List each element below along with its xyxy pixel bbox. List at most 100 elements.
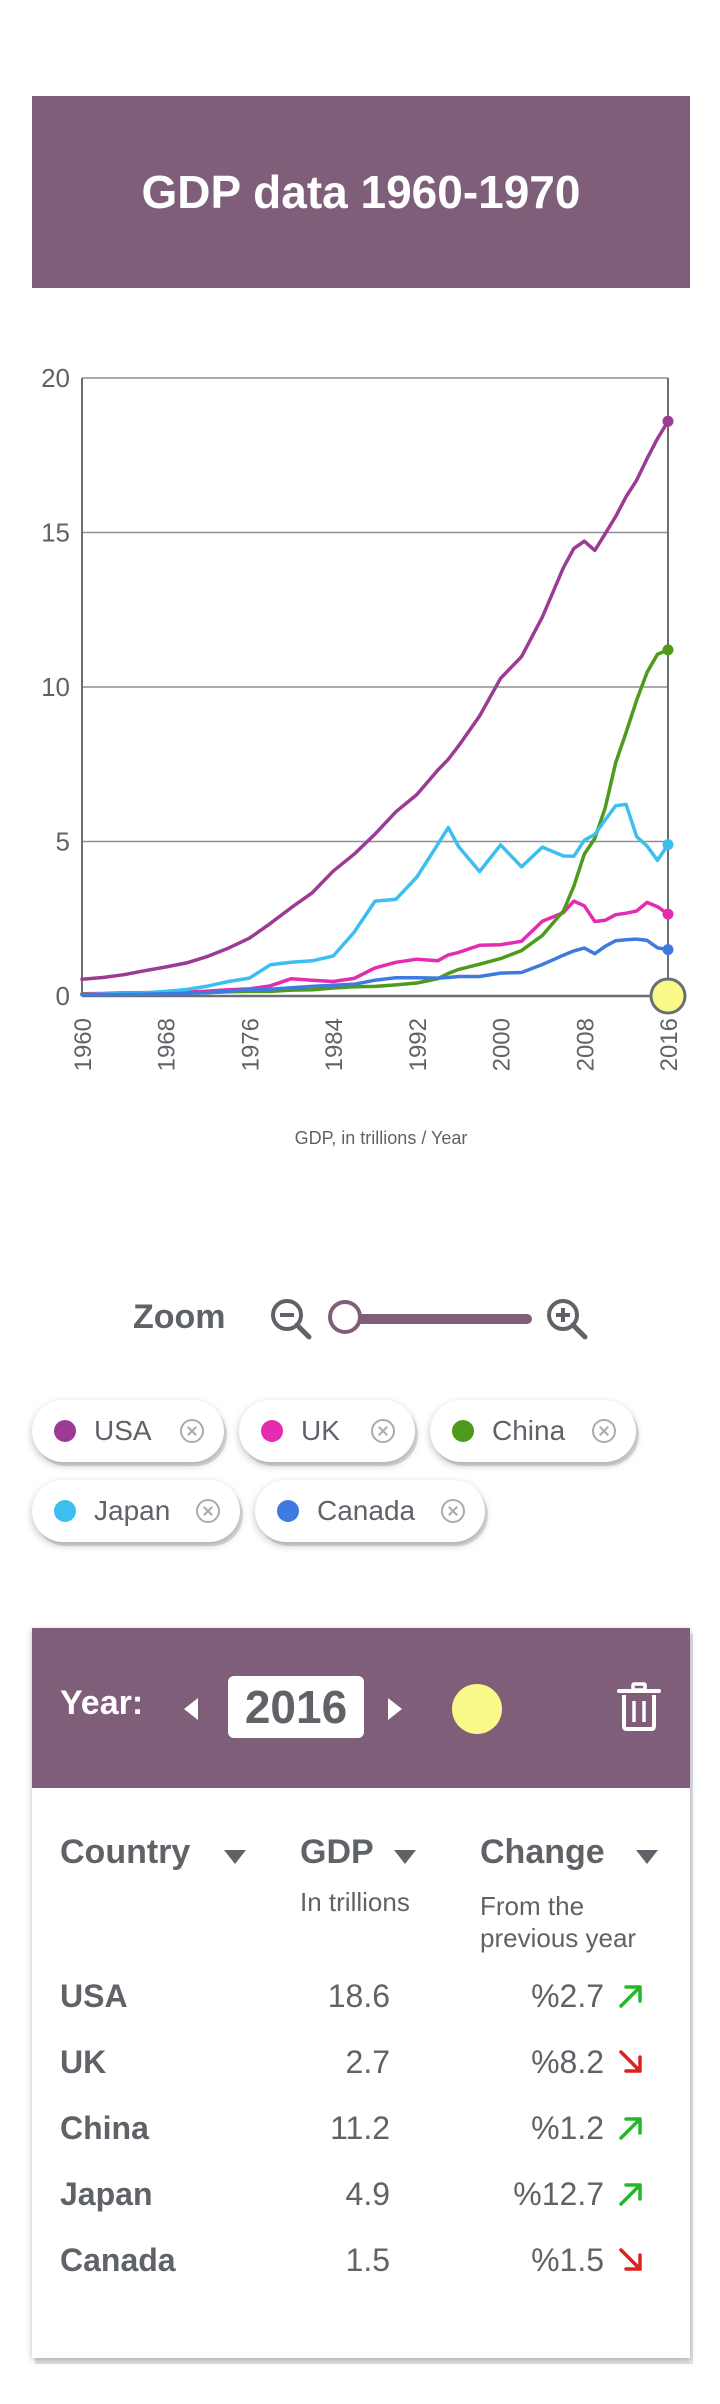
cell-change: %2.7 — [531, 1978, 604, 2014]
cell-country: USA — [60, 1978, 128, 2014]
zoom-in-icon[interactable] — [544, 1296, 590, 1342]
cell-change: %8.2 — [531, 2044, 604, 2080]
page-header: GDP data 1960-1970 — [32, 96, 690, 288]
y-tick-label-10: 10 — [41, 672, 70, 702]
chip-canada[interactable]: Canada — [255, 1480, 485, 1542]
x-tick-label-1976: 1976 — [237, 1018, 264, 1071]
cell-country: Canada — [60, 2242, 176, 2278]
series-line-canada — [80, 937, 670, 997]
cell-gdp: 18.6 — [327, 1978, 390, 2014]
y-tick-label-15: 15 — [41, 518, 70, 548]
column-header-gdp[interactable]: GDP — [300, 1833, 374, 1871]
table-row[interactable]: China 11.2 %1.2 — [32, 2095, 690, 2161]
chip-label: Canada — [317, 1495, 416, 1526]
series-line-japan — [80, 802, 670, 997]
cell-country: China — [60, 2110, 149, 2146]
chart-axes — [81, 378, 669, 998]
table-row[interactable]: USA 18.6 %2.7 — [32, 1963, 690, 2029]
series-end-point-canada — [662, 944, 674, 956]
remove-chip-icon[interactable] — [441, 1499, 465, 1523]
cell-change: %1.2 — [531, 2110, 604, 2146]
chip-label: USA — [94, 1415, 152, 1446]
cell-gdp: 4.9 — [345, 2176, 390, 2212]
trend-up-arrow-icon — [619, 1985, 642, 2008]
chart-grid — [82, 377, 668, 843]
column-header-country[interactable]: Country — [60, 1833, 191, 1871]
change-subheader-line1: From the — [480, 1891, 585, 1921]
chip-label: UK — [301, 1415, 340, 1446]
trash-icon[interactable] — [616, 1682, 662, 1732]
zoom-control: Zoom — [0, 1288, 720, 1358]
series-line-china — [80, 648, 670, 997]
previous-year-icon[interactable] — [184, 1698, 198, 1720]
chip-label: China — [492, 1415, 566, 1446]
gdp-line-chart: 0 5 10 15 20 1960 1968 1976 1984 1992 2000 2008 2016… — [0, 340, 720, 1160]
y-tick-label-20: 20 — [41, 363, 70, 393]
series-end-point-china — [662, 644, 674, 656]
chip-label: Japan — [94, 1495, 171, 1526]
cell-country: Japan — [60, 2176, 153, 2212]
zoom-slider-track[interactable] — [342, 1314, 532, 1324]
year-data-card: Year: 2016 Country GDP In trillions Chan… — [32, 1628, 690, 2358]
x-tick-label-2000: 2000 — [489, 1018, 516, 1071]
trend-up-arrow-icon — [619, 2183, 642, 2206]
year-cursor-handle — [649, 977, 687, 1015]
cell-country: UK — [60, 2044, 107, 2080]
chart-labels: 0 5 10 15 20 1960 1968 1976 1984 1992 2000 2008 2016… — [41, 363, 683, 1148]
chart-series — [80, 415, 687, 1015]
cell-change: %12.7 — [513, 2176, 604, 2212]
column-header-change[interactable]: Change — [480, 1833, 605, 1871]
sort-country-icon[interactable] — [224, 1850, 246, 1864]
table-row[interactable]: UK 2.7 %8.2 — [32, 2029, 690, 2095]
chip-color-dot — [54, 1500, 76, 1522]
series-end-point-usa — [662, 415, 674, 427]
table-row[interactable]: Japan 4.9 %12.7 — [32, 2161, 690, 2227]
year-selector-bar: Year: 2016 — [32, 1628, 690, 1788]
cell-change: %1.5 — [531, 2242, 604, 2278]
x-tick-label-1968: 1968 — [154, 1018, 181, 1071]
year-color-dot — [452, 1684, 502, 1734]
remove-chip-icon[interactable] — [196, 1499, 220, 1523]
x-axis-title: GDP, in trillions / Year — [295, 1128, 468, 1148]
y-tick-label-5: 5 — [56, 827, 70, 857]
next-year-icon[interactable] — [388, 1698, 402, 1720]
table-row[interactable]: Canada 1.5 %1.5 — [32, 2227, 690, 2293]
chip-color-dot — [277, 1500, 299, 1522]
year-field[interactable]: 2016 — [228, 1676, 364, 1738]
x-tick-label-2008: 2008 — [572, 1018, 599, 1071]
x-tick-label-2016: 2016 — [656, 1018, 683, 1071]
chip-uk[interactable]: UK — [239, 1400, 415, 1462]
remove-chip-icon[interactable] — [592, 1419, 616, 1443]
x-tick-label-1992: 1992 — [405, 1018, 432, 1071]
y-tick-label-0: 0 — [56, 981, 70, 1011]
cell-gdp: 1.5 — [345, 2242, 390, 2278]
page-title: GDP data 1960-1970 — [141, 166, 581, 218]
x-tick-label-1960: 1960 — [70, 1018, 97, 1071]
chip-color-dot — [54, 1420, 76, 1442]
series-line-usa — [80, 419, 670, 982]
zoom-slider-thumb[interactable] — [328, 1300, 362, 1334]
series-end-point-uk — [662, 908, 674, 920]
chart-svg: 0 5 10 15 20 1960 1968 1976 1984 1992 2000 2008 2016… — [41, 363, 687, 1148]
remove-chip-icon[interactable] — [371, 1419, 395, 1443]
zoom-label: Zoom — [133, 1298, 226, 1336]
gdp-subheader: In trillions — [300, 1887, 410, 1917]
year-label: Year: — [60, 1684, 144, 1722]
trend-up-arrow-icon — [619, 2117, 642, 2140]
chip-color-dot — [261, 1420, 283, 1442]
zoom-out-icon[interactable] — [268, 1296, 314, 1342]
chip-japan[interactable]: Japan — [32, 1480, 240, 1542]
remove-chip-icon[interactable] — [180, 1419, 204, 1443]
sort-gdp-icon[interactable] — [394, 1850, 416, 1864]
series-end-point-japan — [662, 839, 674, 851]
x-tick-label-1984: 1984 — [321, 1018, 348, 1071]
chip-color-dot — [452, 1420, 474, 1442]
chip-china[interactable]: China — [430, 1400, 636, 1462]
change-subheader-line2: previous year — [480, 1923, 637, 1953]
trend-down-arrow-icon — [619, 2050, 642, 2073]
cell-gdp: 2.7 — [345, 2044, 390, 2080]
trend-down-arrow-icon — [619, 2248, 642, 2271]
chip-usa[interactable]: USA — [32, 1400, 224, 1462]
cell-gdp: 11.2 — [330, 2110, 390, 2146]
sort-change-icon[interactable] — [636, 1850, 658, 1864]
